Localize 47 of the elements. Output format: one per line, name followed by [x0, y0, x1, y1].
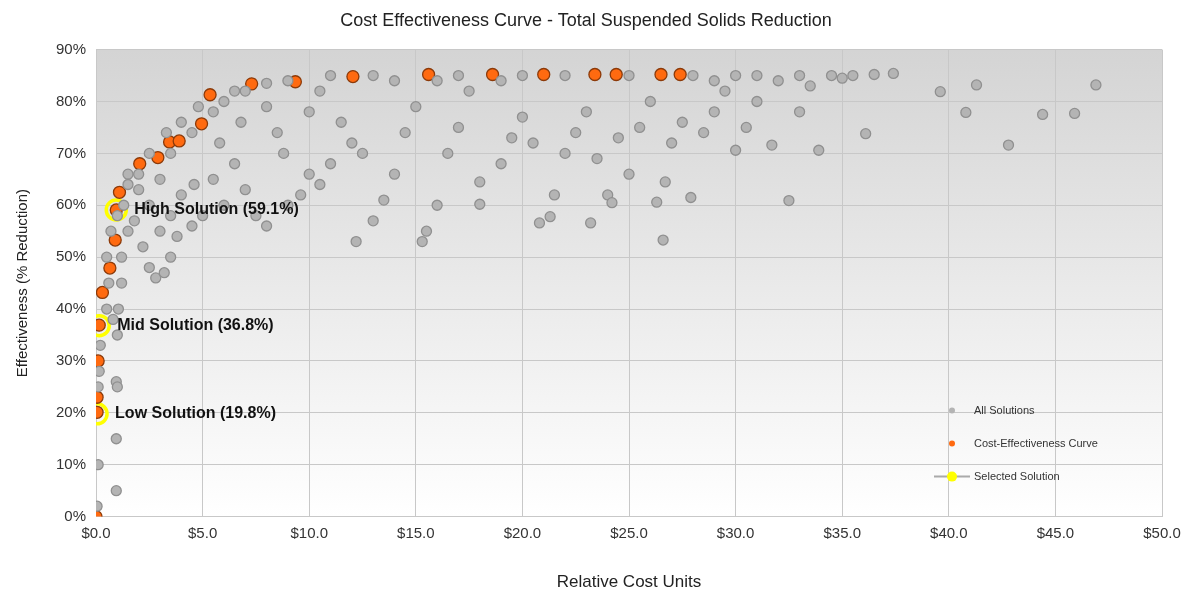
annotation: Low Solution (19.8%): [115, 404, 276, 422]
point: [609, 67, 623, 82]
point: [588, 67, 602, 82]
point: [103, 261, 117, 275]
legend-label: All Solutions: [974, 403, 1036, 416]
point: [421, 67, 436, 82]
y-tick-label: 70%: [55, 143, 87, 161]
x-tick-label: $40.0: [930, 523, 968, 541]
y-tick-label: 30%: [55, 351, 87, 369]
x-tick-label: $15.0: [397, 523, 435, 541]
legend-label: Cost-Effectiveness Curve: [974, 436, 1098, 449]
y-tick-label: 0%: [64, 506, 87, 524]
y-tick-label: 80%: [55, 91, 87, 109]
point: [133, 157, 147, 171]
x-tick-label: $45.0: [1036, 523, 1075, 541]
x-tick-label: $5.0: [188, 523, 218, 541]
y-tick-label: 40%: [55, 299, 87, 317]
x-tick-label: $10.0: [290, 523, 328, 541]
point: [537, 67, 551, 82]
x-tick-label: $35.0: [823, 523, 861, 541]
chart-title: Cost Effectiveness Curve - Total Suspended Solids Reduction: [340, 9, 832, 30]
x-tick-label: $20.0: [503, 523, 542, 541]
point: [108, 233, 122, 247]
point: [203, 88, 217, 102]
point: [673, 67, 687, 82]
y-tick-label: 10%: [55, 454, 87, 472]
legend-label: Selected Solution: [974, 469, 1060, 482]
x-axis-title: Relative Cost Units: [556, 572, 702, 592]
x-tick-label: $0.0: [81, 523, 111, 541]
point: [112, 185, 127, 199]
y-tick-label: 60%: [55, 195, 87, 213]
point: [172, 134, 186, 148]
point: [194, 117, 209, 131]
x-tick-label: $50.0: [1143, 523, 1181, 541]
point: [245, 77, 259, 91]
point: [485, 67, 500, 82]
y-axis-title: Effectiveness (% Reduction): [13, 189, 31, 378]
point: [654, 67, 668, 82]
x-tick-label: $25.0: [610, 523, 648, 541]
x-tick-label: $30.0: [716, 523, 755, 541]
y-tick-label: 20%: [55, 402, 87, 420]
annotation: Mid Solution (36.8%): [117, 316, 274, 334]
annotation: High Solution (59.1%): [134, 200, 299, 218]
point: [346, 69, 360, 84]
point: [96, 285, 110, 300]
y-tick-label: 50%: [55, 247, 87, 265]
y-tick-label: 90%: [55, 39, 87, 57]
